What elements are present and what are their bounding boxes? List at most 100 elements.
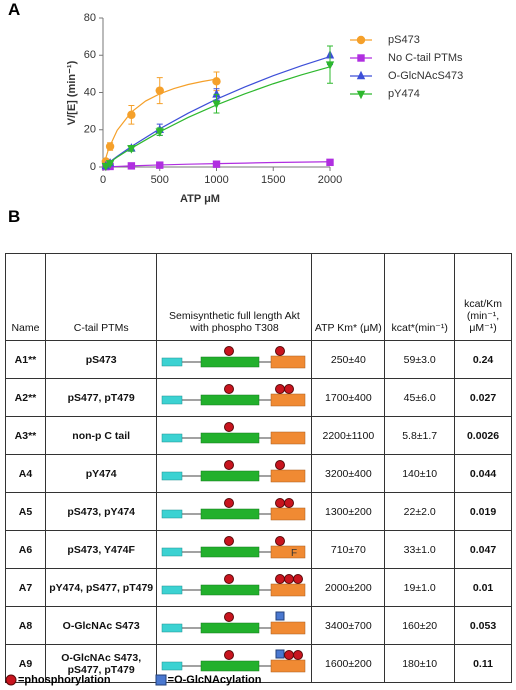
tail-domain: [271, 393, 306, 407]
tail-domain: [271, 507, 306, 521]
kcat-cell: 5.8±1.7: [384, 416, 456, 455]
data-point: [212, 160, 221, 168]
glcnac-site: [275, 611, 285, 621]
legend-label: No C-tail PTMs: [388, 52, 463, 64]
table-row: A7 pY474, pS477, pT479 2000±200 19±1.0 0.01: [5, 568, 512, 607]
name-cell: A8: [5, 606, 46, 645]
phospho-t308: [224, 574, 235, 584]
ratio-cell: 0.11: [454, 644, 512, 683]
kinase-domain: [201, 584, 260, 596]
legend-marker: [356, 35, 366, 45]
data-point: [155, 86, 164, 95]
legend-marker: [356, 70, 366, 80]
ratio-cell: 0.027: [454, 378, 512, 417]
legend-label: pS473: [388, 34, 420, 46]
kcat-cell: 59±3.0: [384, 340, 456, 379]
ptm-cell: pS473, pY474: [44, 492, 158, 531]
name-cell: A5: [5, 492, 46, 531]
tail-domain: [271, 469, 306, 483]
tail-domain: [271, 621, 306, 635]
ptm-cell: pY474: [44, 454, 158, 493]
x-tick-label: 1500: [261, 174, 285, 186]
kinase-domain: [201, 546, 260, 558]
glcnac-site: [275, 649, 285, 659]
kinase-domain: [201, 622, 260, 634]
ph-domain: [162, 395, 183, 405]
phospho-site: [293, 650, 304, 660]
header-cell: Semisynthetic full length Akt with phosp…: [156, 253, 313, 341]
km-cell: 2000±200: [311, 568, 386, 607]
table-legend: =phosphorylation =O-GlcNAcylation: [4, 674, 261, 686]
km-cell: 710±70: [311, 530, 386, 569]
phospho-icon: [5, 674, 17, 686]
data-point: [155, 128, 164, 137]
fit-curve: [102, 55, 331, 168]
kcat-cell: 19±1.0: [384, 568, 456, 607]
header-cell: kcat/Km (min⁻¹, μM⁻¹): [454, 253, 512, 341]
table-row: A5 pS473, pY474 1300±200 22±2.0 0.019: [5, 492, 512, 531]
x-tick-label: 500: [151, 174, 169, 186]
x-tick-label: 1000: [204, 174, 228, 186]
ratio-cell: 0.01: [454, 568, 512, 607]
y-tick-label: 80: [84, 12, 96, 24]
table-row: A4 pY474 3200±400 140±10 0.044: [5, 454, 512, 493]
ratio-cell: 0.047: [454, 530, 512, 569]
panel-label: A: [8, 0, 21, 19]
data-point: [156, 161, 164, 169]
ph-domain: [162, 547, 183, 557]
phospho-site: [275, 346, 286, 356]
kinase-domain: [201, 356, 260, 368]
x-axis-label: ATP μM: [180, 193, 220, 205]
phospho-site: [284, 498, 295, 508]
ratio-cell: 0.0026: [454, 416, 512, 455]
data-point: [212, 77, 221, 86]
kcat-cell: 22±2.0: [384, 492, 456, 531]
ph-domain: [162, 623, 183, 633]
akt-diagram: [162, 384, 306, 407]
ph-domain: [162, 585, 183, 595]
phospho-site: [275, 536, 286, 546]
akt-diagram: F: [162, 536, 306, 559]
diagram-cell: F: [156, 530, 313, 569]
km-cell: 1600±200: [311, 644, 386, 683]
phospho-t308: [224, 536, 235, 546]
phospho-t308: [224, 612, 235, 622]
phospho-t308: [224, 422, 235, 432]
akt-diagram: [162, 574, 306, 597]
data-point: [127, 110, 136, 120]
name-cell: A2**: [5, 378, 46, 417]
tail-domain: [271, 583, 306, 597]
x-tick-label: 2000: [318, 174, 342, 186]
table-row: A6 pS473, Y474F F 710±70 33±1.0 0.047: [5, 530, 512, 569]
tail-domain: [271, 355, 306, 369]
header-cell: Name: [5, 253, 46, 341]
name-cell: A4: [5, 454, 46, 493]
diagram-cell: [156, 606, 313, 645]
kcat-cell: 33±1.0: [384, 530, 456, 569]
diagram-cell: [156, 340, 313, 379]
table-row: A1** pS473 250±40 59±3.0 0.24: [5, 340, 512, 379]
tail-domain: [271, 659, 306, 673]
table-row: A3** non-p C tail 2200±1100 5.8±1.7 0.0026: [5, 416, 512, 455]
y-axis-label: V/[E] (min⁻¹): [66, 60, 78, 125]
diagram-cell: [156, 644, 313, 683]
phospho-site: [275, 498, 286, 508]
legend-label: =O-GlcNAcylation: [167, 674, 262, 686]
diagram-cell: [156, 568, 313, 607]
header-cell: ATP Km* (μM): [311, 253, 386, 341]
ptm-cell: O-GlcNAc S473, pS477, pT479: [44, 644, 158, 683]
fit-curve: [102, 161, 331, 168]
phospho-t308: [224, 650, 235, 660]
data-point: [127, 162, 136, 170]
x-tick-label: 0: [100, 174, 106, 186]
fit-curve: [102, 78, 217, 168]
ratio-cell: 0.24: [454, 340, 512, 379]
km-cell: 2200±1100: [311, 416, 386, 455]
legend-label: pY474: [388, 88, 420, 100]
data-point: [212, 89, 221, 98]
kinase-domain: [201, 470, 260, 482]
akt-diagram: [162, 346, 306, 369]
phospho-site: [275, 460, 286, 470]
kcat-cell: 160±20: [384, 606, 456, 645]
akt-diagram: [162, 460, 306, 483]
